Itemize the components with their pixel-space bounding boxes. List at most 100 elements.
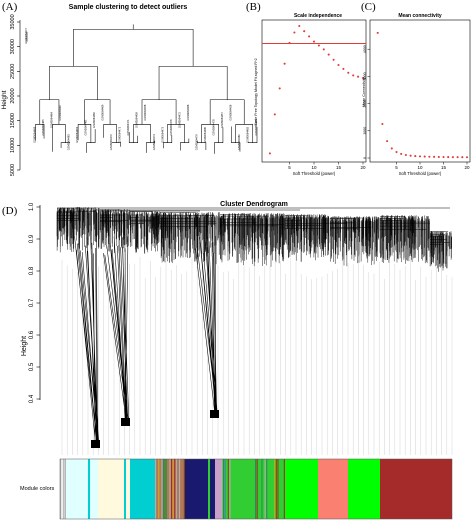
module-color-segment <box>285 459 318 519</box>
module-color-stripe <box>229 459 231 519</box>
data-point <box>465 156 469 159</box>
panel-c-ytick-label: 1000 <box>363 127 367 135</box>
data-point <box>447 156 450 159</box>
dendrogram-cluster <box>159 212 220 265</box>
sample-label: GSM3064465 <box>41 119 45 136</box>
panel-c-xlabel: Soft Threshold (power) <box>399 171 442 176</box>
sample-label: GSM3064474 <box>152 134 156 151</box>
panel-a-letter: (A) <box>2 1 18 13</box>
data-point <box>352 74 355 77</box>
module-color-stripe <box>60 459 62 519</box>
data-point <box>437 155 440 159</box>
data-point <box>381 122 384 126</box>
data-point <box>273 113 276 116</box>
sample-label: GSM3064479 <box>194 134 198 151</box>
sample-label: GSM3064462 <box>75 126 79 143</box>
panel-d-ytick-label: 0.6 <box>29 330 35 339</box>
panel-a-ytick-label: 35000 <box>10 14 16 29</box>
panel-b-xticks: 5 10 15 20 <box>288 162 366 170</box>
dendrogram-branch <box>167 124 185 143</box>
dendrogram-branch <box>158 66 228 100</box>
sample-label: GSM3064457 <box>220 112 224 129</box>
data-point <box>456 156 459 159</box>
panel-c-title: Mean connectivity <box>398 13 442 19</box>
panel-b-xtick-label: 10 <box>311 165 317 170</box>
panel-a-ytick-label: 15000 <box>10 113 16 128</box>
data-point <box>357 75 360 78</box>
dendrogram-branch <box>231 126 241 152</box>
panel-d-ytick-label: 1.0 <box>29 202 35 211</box>
panel-a-ytick-label: 20000 <box>10 88 16 103</box>
data-point <box>332 58 335 61</box>
module-color-stripe <box>208 459 210 519</box>
panel-c-xtick-label: 10 <box>417 165 423 170</box>
dendrogram-cluster <box>129 211 160 254</box>
data-point <box>278 87 281 90</box>
module-color-stripe <box>172 459 174 519</box>
module-color-stripe <box>174 459 176 519</box>
panel-d-ytick-label: 0.9 <box>29 234 35 243</box>
panel-b-xtick-label: 20 <box>360 165 366 170</box>
data-point <box>386 140 389 143</box>
dendrogram-branch <box>103 124 117 143</box>
dendrogram-branch <box>235 124 254 143</box>
data-point <box>308 35 311 38</box>
panel-c: (C) Mean connectivity Mean Connectivity … <box>361 1 471 176</box>
data-point <box>342 67 345 70</box>
panel-c-ytick-label: 0 <box>363 157 367 159</box>
sample-label: GSM3064482 <box>245 126 249 143</box>
panel-c-letter: (C) <box>361 1 376 13</box>
panel-c-ytick-label: 4000 <box>363 45 367 53</box>
data-point <box>312 40 316 43</box>
panel-c-xticks: 5 10 15 20 <box>395 162 470 170</box>
dendrogram-deep-branch <box>103 236 130 426</box>
dendrogram-branch <box>248 126 258 143</box>
data-point <box>423 155 426 158</box>
module-color-stripe <box>266 459 268 519</box>
data-point <box>361 76 365 80</box>
dendrogram-branch <box>128 132 139 143</box>
sample-label: GSM3064466 <box>33 126 37 143</box>
module-color-stripe <box>169 459 171 519</box>
data-point <box>414 155 417 158</box>
sample-label: GSM3064458 <box>143 104 147 121</box>
dendrogram-cluster <box>285 214 331 262</box>
dendrogram-branch <box>84 99 111 125</box>
sample-label: GSM3064468 <box>186 104 190 121</box>
module-color-stripe <box>164 459 167 519</box>
data-point <box>433 155 436 158</box>
panel-c-xtick-label: 20 <box>464 165 470 170</box>
panel-c-points <box>376 31 469 159</box>
module-color-segment <box>380 459 452 519</box>
module-color-stripe <box>283 459 285 519</box>
dendrogram-branch <box>111 142 121 147</box>
module-color-stripe <box>88 459 90 519</box>
dendrogram-deep-branch <box>195 235 218 417</box>
panel-d-letter: (D) <box>2 205 18 217</box>
data-point <box>337 63 340 67</box>
sample-label: GSM3064476 <box>169 119 173 136</box>
sample-label: GSM3064471 <box>126 119 130 136</box>
dendrogram-branch <box>145 140 156 153</box>
module-color-stripe <box>227 459 229 519</box>
data-point <box>327 53 330 56</box>
module-colors-label: Module colors <box>20 486 54 492</box>
dendrogram-cluster <box>56 207 100 253</box>
dendrogram-branch <box>86 129 96 153</box>
data-point <box>409 154 412 157</box>
dendrogram-cluster <box>219 213 286 267</box>
module-color-stripe <box>171 459 173 519</box>
panel-a-ytick-label: 5000 <box>10 164 16 176</box>
panel-b-ylabel: Scale Free Topology Model Fit,signed R^2 <box>254 58 258 125</box>
panel-d-ytick-label: 0.4 <box>29 394 35 403</box>
sample-label: GSM3064456 <box>228 104 232 121</box>
panel-d-ytick-label: 0.5 <box>29 362 35 371</box>
panel-c-ytick-label: 3000 <box>363 72 367 80</box>
module-color-segment <box>60 459 66 519</box>
module-color-stripe <box>155 459 157 519</box>
module-color-segment <box>130 459 155 519</box>
dendrogram-branch <box>133 124 151 143</box>
panel-a-ytick-label: 30000 <box>10 39 16 54</box>
module-color-bar <box>59 458 453 520</box>
